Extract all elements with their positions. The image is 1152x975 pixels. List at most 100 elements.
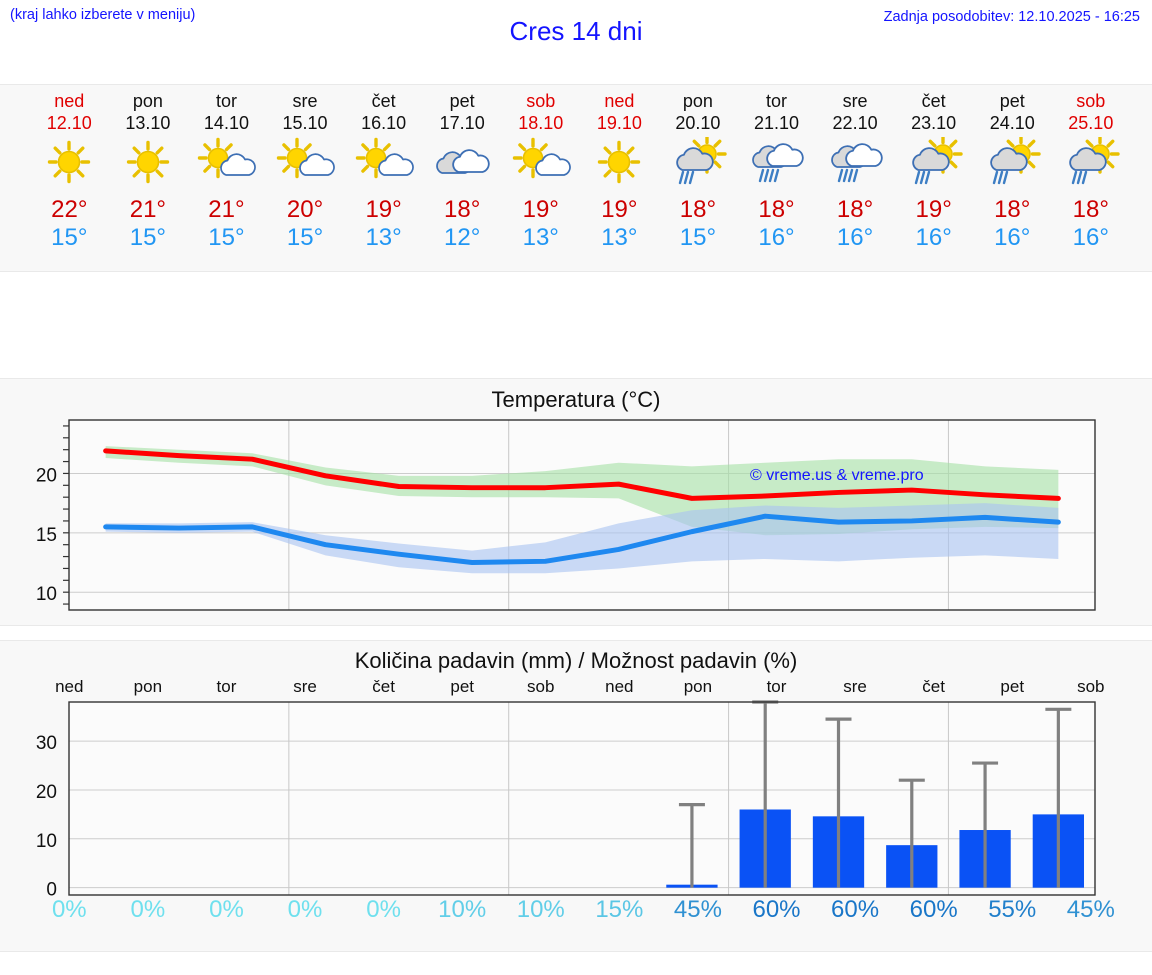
day-low-temp: 16°: [1072, 224, 1109, 251]
page-title: Cres 14 dni: [509, 16, 643, 46]
precipitation-day-label: sob: [1077, 677, 1105, 696]
precipitation-probability-label: 0%: [287, 896, 323, 923]
day-name: pet: [449, 91, 475, 111]
day-date: 15.10: [282, 113, 328, 133]
daily-forecast-strip: ned 12.10 22° 15° pon 13.10 21° 15° tor 14.10 21°…: [0, 84, 1152, 272]
precipitation-probability-label: 60%: [909, 896, 958, 923]
day-low-temp: 13°: [365, 224, 402, 251]
precipitation-probability-label: 55%: [988, 896, 1037, 923]
day-name: tor: [215, 91, 237, 111]
day-name: sob: [526, 91, 556, 111]
temperature-chart-title: Temperatura (°C): [491, 387, 661, 412]
day-high-temp: 19°: [365, 196, 402, 223]
precipitation-probability-label: 10%: [438, 896, 487, 923]
day-column[interactable]: sre 15.10 20° 15°: [266, 85, 345, 271]
sun-cloud-rain-icon: [663, 137, 733, 189]
sunny-icon: [34, 137, 104, 189]
day-date: 22.10: [832, 113, 878, 133]
day-high-temp: 18°: [679, 196, 717, 223]
day-column[interactable]: tor 14.10 21° 15°: [187, 85, 266, 271]
day-high-temp: 22°: [51, 196, 88, 223]
day-column[interactable]: ned 19.10 19° 13°: [580, 85, 659, 271]
day-column[interactable]: čet 23.10 19° 16°: [894, 85, 973, 271]
day-name: čet: [371, 91, 396, 111]
day-date: 16.10: [361, 113, 407, 133]
precipitation-probability-label: 60%: [752, 896, 801, 923]
day-column[interactable]: sre 22.10 18° 16°: [816, 85, 895, 271]
temperature-y-tick-label: 15: [36, 525, 57, 546]
sunny-icon: [584, 137, 654, 189]
day-column[interactable]: pon 13.10 21° 15°: [109, 85, 188, 271]
day-low-temp: 16°: [758, 224, 795, 251]
partly-cloudy-icon: [349, 137, 419, 189]
partly-cloudy-icon: [506, 137, 576, 189]
day-date: 21.10: [753, 113, 800, 133]
day-column[interactable]: ned 12.10 22° 15°: [30, 85, 109, 271]
precipitation-day-label: pet: [450, 677, 474, 696]
precipitation-probability-label: 60%: [831, 896, 880, 923]
day-high-temp: 18°: [1072, 196, 1109, 223]
temperature-min-line: [103, 513, 1061, 565]
day-low-temp: 15°: [208, 224, 245, 251]
day-date: 19.10: [596, 113, 642, 133]
precipitation-y-tick-label: 30: [36, 733, 57, 754]
day-high-temp: 21°: [129, 196, 167, 223]
day-column[interactable]: čet 16.10 19° 13°: [344, 85, 423, 271]
day-name: čet: [921, 91, 946, 111]
sun-cloud-rain-icon: [1056, 137, 1126, 189]
precipitation-chart-title: Količina padavin (mm) / Možnost padavin …: [354, 648, 798, 673]
precipitation-probability-label: 0%: [209, 896, 244, 923]
day-name: pon: [132, 91, 163, 111]
day-column[interactable]: pet 24.10 18° 16°: [973, 85, 1052, 271]
precipitation-day-label: ned: [605, 677, 634, 696]
precipitation-day-label: pon: [133, 677, 163, 696]
precipitation-plot-frame: [68, 701, 1096, 896]
day-name: sre: [842, 91, 868, 111]
day-column[interactable]: sob 18.10 19° 13°: [501, 85, 580, 271]
precipitation-probability-label: 10%: [516, 896, 565, 923]
partly-cloudy-icon: [270, 137, 340, 189]
day-date: 24.10: [989, 113, 1035, 133]
day-high-temp: 19°: [522, 196, 559, 223]
precipitation-day-label: pet: [1000, 677, 1025, 696]
day-name: pon: [682, 91, 713, 111]
day-column[interactable]: pet 17.10 18° 12°: [423, 85, 502, 271]
precipitation-day-label: čet: [922, 677, 945, 696]
precipitation-day-labels: ned pon tor sre čet pet sob ned pon tor sre čet pet s…: [30, 677, 1130, 703]
sun-cloud-rain-icon: [899, 137, 969, 189]
precipitation-day-label: sob: [527, 677, 555, 696]
day-high-temp: 18°: [836, 196, 874, 223]
menu-hint-text: (kraj lahko izberete v meniju): [10, 7, 196, 23]
last-update-text: Zadnja posodobitev: 12.10.2025 - 16:25: [883, 9, 1140, 25]
day-low-temp: 15°: [51, 224, 88, 251]
precipitation-probability-label: 0%: [366, 896, 401, 923]
sun-cloud-rain-icon: [977, 137, 1047, 189]
precipitation-probability-label: 45%: [1066, 896, 1115, 923]
page-header: (kraj lahko izberete v meniju) Cres 14 d…: [0, 0, 1152, 62]
day-high-temp: 20°: [286, 196, 324, 223]
precipitation-probability-label: 0%: [130, 896, 166, 923]
day-column[interactable]: pon 20.10 18° 15°: [659, 85, 738, 271]
precipitation-day-label: čet: [372, 677, 395, 696]
day-name: sre: [292, 91, 318, 111]
temperature-y-tick-label: 10: [36, 584, 57, 605]
day-name: pet: [999, 91, 1025, 111]
precipitation-y-tick-label: 0: [46, 880, 57, 901]
day-columns: ned 12.10 22° 15° pon 13.10 21° 15° tor 14.10 21°…: [30, 85, 1130, 271]
day-date: 12.10: [46, 113, 92, 133]
temperature-plot-frame: [68, 419, 1096, 611]
precipitation-y-tick-label: 20: [36, 782, 57, 803]
precipitation-probability-label: 0%: [51, 896, 87, 923]
day-date: 20.10: [675, 113, 721, 133]
day-column[interactable]: tor 21.10 18° 16°: [737, 85, 816, 271]
precipitation-day-label: ned: [55, 677, 84, 696]
copyright-watermark: © vreme.us & vreme.pro: [750, 467, 924, 484]
day-date: 17.10: [439, 113, 485, 133]
day-high-temp: 19°: [601, 196, 638, 223]
day-name: tor: [765, 91, 787, 111]
precipitation-day-label: tor: [766, 677, 787, 696]
day-low-temp: 16°: [994, 224, 1031, 251]
day-column[interactable]: sob 25.10 18° 16°: [1052, 85, 1131, 271]
